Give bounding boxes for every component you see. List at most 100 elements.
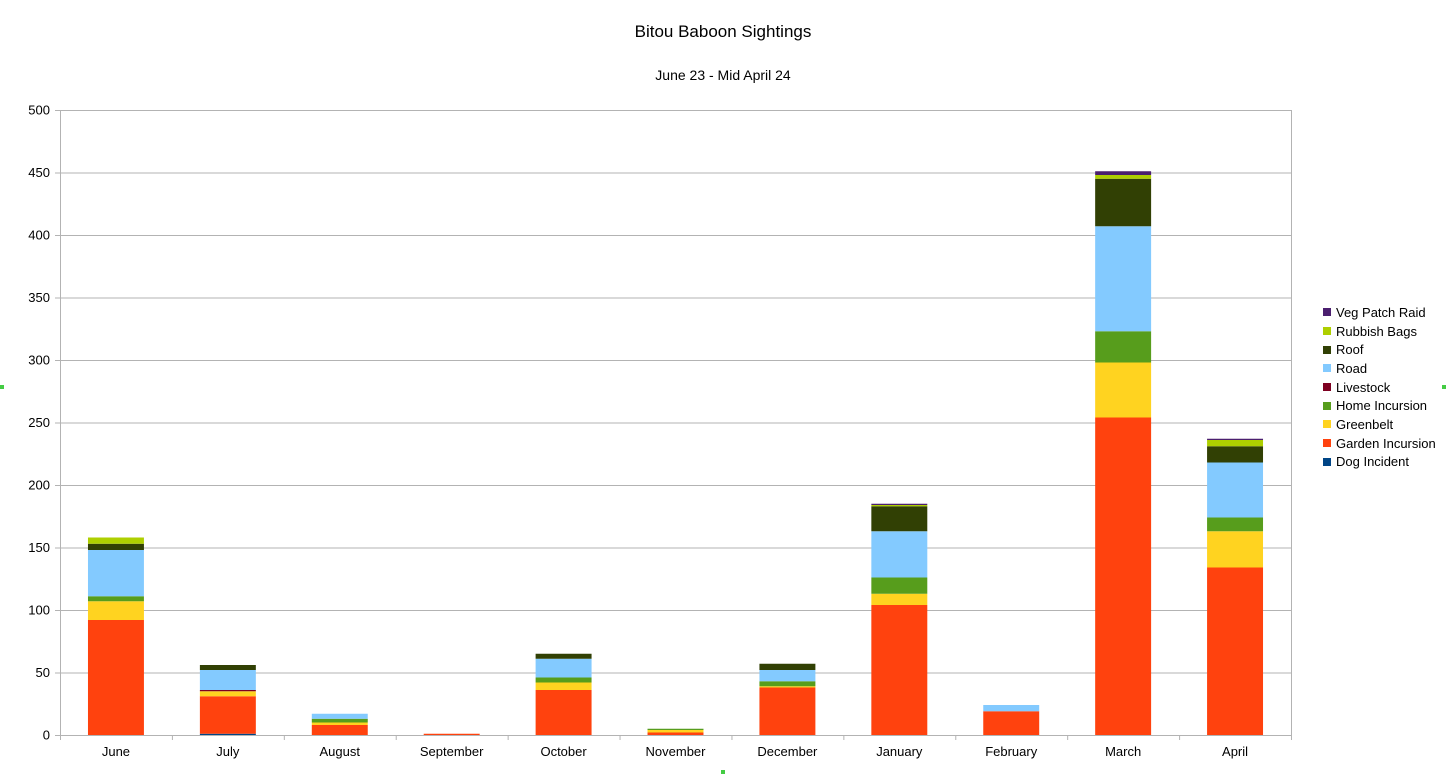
bar-segment[interactable] xyxy=(871,605,928,735)
legend-swatch-icon xyxy=(1323,364,1331,373)
bar-segment[interactable] xyxy=(87,620,144,735)
bar-segment[interactable] xyxy=(199,690,256,692)
x-tick-label: July xyxy=(216,744,240,759)
bar-segment[interactable] xyxy=(311,718,368,723)
bar-march[interactable] xyxy=(1095,171,1152,736)
y-tick-label: 400 xyxy=(28,228,50,243)
bar-april[interactable] xyxy=(1207,438,1264,736)
bar-segment[interactable] xyxy=(535,690,592,735)
bar-january[interactable] xyxy=(871,503,928,735)
legend-label: Rubbish Bags xyxy=(1336,323,1417,339)
bar-november[interactable] xyxy=(647,728,704,736)
bar-october[interactable] xyxy=(535,653,592,735)
bar-segment[interactable] xyxy=(647,730,704,733)
bar-segment[interactable] xyxy=(535,653,592,659)
bar-segment[interactable] xyxy=(199,696,256,734)
y-tick-label: 100 xyxy=(28,603,50,618)
x-tick-label: February xyxy=(985,744,1038,759)
chart-subtitle: June 23 - Mid April 24 xyxy=(655,67,791,83)
bar-segment[interactable] xyxy=(871,531,928,578)
bar-segment[interactable] xyxy=(871,577,928,594)
bar-august[interactable] xyxy=(311,713,368,735)
legend-label: Dog Incident xyxy=(1336,454,1409,470)
y-tick-label: 150 xyxy=(28,540,50,555)
y-tick-label: 500 xyxy=(28,103,50,118)
x-tick-label: September xyxy=(420,744,484,759)
bar-segment[interactable] xyxy=(87,543,144,550)
bar-segment[interactable] xyxy=(647,728,704,730)
legend-swatch-icon xyxy=(1323,345,1331,354)
bar-segment[interactable] xyxy=(87,537,144,544)
bar-segment[interactable] xyxy=(199,670,256,690)
bar-segment[interactable] xyxy=(311,725,368,735)
legend-swatch-icon xyxy=(1323,420,1331,429)
bar-segment[interactable] xyxy=(1095,171,1152,175)
bar-segment[interactable] xyxy=(871,503,928,505)
bar-segment[interactable] xyxy=(1207,462,1264,518)
legend-swatch-icon xyxy=(1323,383,1331,392)
bar-june[interactable] xyxy=(87,537,144,736)
bar-segment[interactable] xyxy=(199,691,256,697)
bar-segment[interactable] xyxy=(1207,438,1264,440)
bar-segment[interactable] xyxy=(983,705,1040,712)
y-tick-label: 200 xyxy=(28,478,50,493)
legend-item: Rubbish Bags xyxy=(1323,322,1436,341)
bar-segment[interactable] xyxy=(1095,178,1152,227)
bar-segment[interactable] xyxy=(759,687,816,736)
bar-segment[interactable] xyxy=(423,733,480,735)
bar-segment[interactable] xyxy=(759,681,816,687)
bar-segment[interactable] xyxy=(759,686,816,688)
bar-segment[interactable] xyxy=(1207,531,1264,568)
bar-segment[interactable] xyxy=(759,670,816,682)
bar-segment[interactable] xyxy=(871,505,928,507)
bar-segment[interactable] xyxy=(199,665,256,670)
resize-handle-left[interactable] xyxy=(0,385,4,389)
legend-item: Home Incursion xyxy=(1323,396,1436,415)
bar-segment[interactable] xyxy=(87,601,144,620)
x-tick-label: August xyxy=(320,744,361,759)
bar-segment[interactable] xyxy=(87,550,144,597)
bar-segment[interactable] xyxy=(1095,226,1152,332)
y-tick-label: 300 xyxy=(28,353,50,368)
resize-handle-right[interactable] xyxy=(1442,385,1446,389)
x-tick-label: April xyxy=(1222,744,1248,759)
legend-swatch-icon xyxy=(1323,439,1331,448)
bar-segment[interactable] xyxy=(1095,331,1152,363)
legend-item: Roof xyxy=(1323,340,1436,359)
bar-segment[interactable] xyxy=(759,663,816,670)
resize-handle-bottom[interactable] xyxy=(721,770,725,774)
bar-segment[interactable] xyxy=(87,596,144,602)
legend-item: Road xyxy=(1323,359,1436,378)
bar-segment[interactable] xyxy=(311,713,368,719)
legend-swatch-icon xyxy=(1323,308,1331,317)
bar-segment[interactable] xyxy=(199,733,256,735)
bar-segment[interactable] xyxy=(535,658,592,678)
bar-segment[interactable] xyxy=(1207,440,1264,447)
bar-segment[interactable] xyxy=(647,732,704,736)
x-tick-label: October xyxy=(540,744,587,759)
bar-segment[interactable] xyxy=(311,722,368,726)
bar-september[interactable] xyxy=(423,733,480,735)
y-tick-label: 50 xyxy=(36,665,50,680)
legend-swatch-icon xyxy=(1323,457,1331,466)
bar-segment[interactable] xyxy=(535,677,592,683)
bar-segment[interactable] xyxy=(983,711,1040,735)
bar-segment[interactable] xyxy=(1207,567,1264,736)
chart-title: Bitou Baboon Sightings xyxy=(634,22,812,41)
bar-segment[interactable] xyxy=(535,682,592,691)
bar-segment[interactable] xyxy=(1095,417,1152,736)
legend-item: Veg Patch Raid xyxy=(1323,303,1436,322)
bar-december[interactable] xyxy=(759,663,816,736)
legend-label: Home Incursion xyxy=(1336,398,1428,414)
legend-label: Garden Incursion xyxy=(1336,435,1436,451)
bar-july[interactable] xyxy=(199,665,256,735)
bar-segment[interactable] xyxy=(871,506,928,532)
bar-segment[interactable] xyxy=(1095,175,1152,179)
bar-segment[interactable] xyxy=(1207,446,1264,463)
bar-february[interactable] xyxy=(983,705,1040,735)
bar-segment[interactable] xyxy=(871,593,928,605)
bar-segment[interactable] xyxy=(1207,517,1264,532)
bar-segment[interactable] xyxy=(1095,362,1152,418)
legend-label: Greenbelt xyxy=(1336,416,1394,432)
